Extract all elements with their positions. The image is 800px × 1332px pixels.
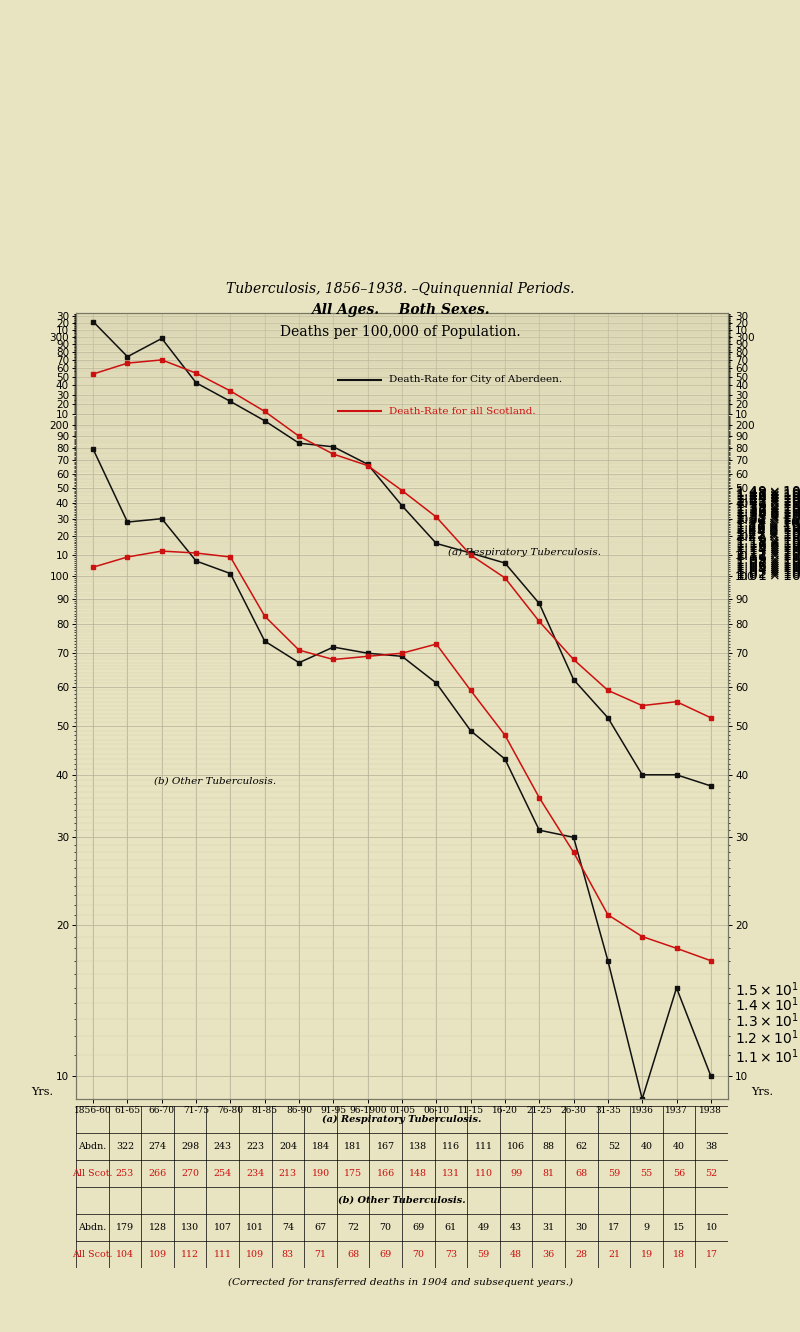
Text: Deaths per 100,000 of Population.: Deaths per 100,000 of Population. <box>280 325 520 338</box>
Text: (b) Other Tuberculosis.: (b) Other Tuberculosis. <box>154 777 276 785</box>
Text: 109: 109 <box>246 1249 264 1259</box>
Text: 111: 111 <box>214 1249 232 1259</box>
Text: 184: 184 <box>311 1142 330 1151</box>
Text: 106: 106 <box>507 1142 525 1151</box>
Text: 61: 61 <box>445 1223 457 1232</box>
Text: 15: 15 <box>673 1223 685 1232</box>
Text: 116: 116 <box>442 1142 460 1151</box>
Text: 70: 70 <box>380 1223 392 1232</box>
Text: 69: 69 <box>412 1223 425 1232</box>
Text: 56: 56 <box>673 1168 686 1177</box>
Text: All Scot.: All Scot. <box>72 1249 113 1259</box>
Text: 68: 68 <box>575 1168 587 1177</box>
Text: 28: 28 <box>575 1249 587 1259</box>
Text: 70: 70 <box>412 1249 424 1259</box>
Text: 131: 131 <box>442 1168 460 1177</box>
Text: (a) Respiratory Tuberculosis.: (a) Respiratory Tuberculosis. <box>322 1115 482 1124</box>
Text: 17: 17 <box>706 1249 718 1259</box>
Text: (Corrected for transferred deaths in 1904 and subsequent years.): (Corrected for transferred deaths in 190… <box>227 1279 573 1287</box>
Text: Tuberculosis, 1856–1938. –Quinquennial Periods.: Tuberculosis, 1856–1938. –Quinquennial P… <box>226 282 574 296</box>
Text: 112: 112 <box>181 1249 199 1259</box>
Text: 62: 62 <box>575 1142 587 1151</box>
Text: 138: 138 <box>410 1142 427 1151</box>
Text: 270: 270 <box>181 1168 199 1177</box>
Text: 52: 52 <box>706 1168 718 1177</box>
Text: Abdn.: Abdn. <box>78 1223 106 1232</box>
Text: 128: 128 <box>149 1223 166 1232</box>
Text: 30: 30 <box>575 1223 587 1232</box>
Text: (a) Respiratory Tuberculosis.: (a) Respiratory Tuberculosis. <box>448 549 601 557</box>
Text: 59: 59 <box>478 1249 490 1259</box>
Text: 253: 253 <box>116 1168 134 1177</box>
Text: 83: 83 <box>282 1249 294 1259</box>
Text: 111: 111 <box>474 1142 493 1151</box>
Text: 109: 109 <box>149 1249 166 1259</box>
Text: 243: 243 <box>214 1142 232 1151</box>
Text: 130: 130 <box>181 1223 199 1232</box>
Text: 10: 10 <box>706 1223 718 1232</box>
Text: 254: 254 <box>214 1168 232 1177</box>
Text: 110: 110 <box>474 1168 493 1177</box>
Text: 81: 81 <box>542 1168 554 1177</box>
Text: 19: 19 <box>641 1249 653 1259</box>
Text: 190: 190 <box>311 1168 330 1177</box>
Text: 88: 88 <box>542 1142 554 1151</box>
Text: Yrs.: Yrs. <box>751 1087 774 1098</box>
Text: 73: 73 <box>445 1249 457 1259</box>
Text: 18: 18 <box>673 1249 685 1259</box>
Text: 148: 148 <box>410 1168 427 1177</box>
Text: 38: 38 <box>706 1142 718 1151</box>
Text: 99: 99 <box>510 1168 522 1177</box>
Text: 67: 67 <box>314 1223 326 1232</box>
Text: 21: 21 <box>608 1249 620 1259</box>
Text: All Scot.: All Scot. <box>72 1168 113 1177</box>
Text: 59: 59 <box>608 1168 620 1177</box>
Text: 274: 274 <box>149 1142 166 1151</box>
Text: 101: 101 <box>246 1223 264 1232</box>
Text: 181: 181 <box>344 1142 362 1151</box>
Text: Death-Rate for all Scotland.: Death-Rate for all Scotland. <box>389 406 535 416</box>
Text: 266: 266 <box>148 1168 166 1177</box>
Text: 213: 213 <box>279 1168 297 1177</box>
Text: 166: 166 <box>377 1168 395 1177</box>
Text: 71: 71 <box>314 1249 326 1259</box>
Text: Yrs.: Yrs. <box>31 1087 54 1098</box>
Text: (b) Other Tuberculosis.: (b) Other Tuberculosis. <box>338 1196 466 1205</box>
Text: 55: 55 <box>640 1168 653 1177</box>
Text: Abdn.: Abdn. <box>78 1142 106 1151</box>
Text: 298: 298 <box>181 1142 199 1151</box>
Text: 175: 175 <box>344 1168 362 1177</box>
Text: 43: 43 <box>510 1223 522 1232</box>
Text: All Ages.    Both Sexes.: All Ages. Both Sexes. <box>310 304 490 317</box>
Text: 69: 69 <box>379 1249 392 1259</box>
Text: 68: 68 <box>347 1249 359 1259</box>
Text: 234: 234 <box>246 1168 264 1177</box>
Text: 107: 107 <box>214 1223 232 1232</box>
Text: 179: 179 <box>116 1223 134 1232</box>
Text: 52: 52 <box>608 1142 620 1151</box>
Text: 72: 72 <box>347 1223 359 1232</box>
Text: Death-Rate for City of Aberdeen.: Death-Rate for City of Aberdeen. <box>389 376 562 385</box>
Text: 17: 17 <box>608 1223 620 1232</box>
Text: 49: 49 <box>478 1223 490 1232</box>
Text: 31: 31 <box>542 1223 554 1232</box>
Text: 36: 36 <box>542 1249 555 1259</box>
Text: 74: 74 <box>282 1223 294 1232</box>
Text: 40: 40 <box>641 1142 653 1151</box>
Text: 104: 104 <box>116 1249 134 1259</box>
Text: 204: 204 <box>279 1142 297 1151</box>
Text: 48: 48 <box>510 1249 522 1259</box>
Text: 40: 40 <box>673 1142 685 1151</box>
Text: 322: 322 <box>116 1142 134 1151</box>
Text: 9: 9 <box>643 1223 650 1232</box>
Text: 167: 167 <box>377 1142 394 1151</box>
Text: 223: 223 <box>246 1142 264 1151</box>
